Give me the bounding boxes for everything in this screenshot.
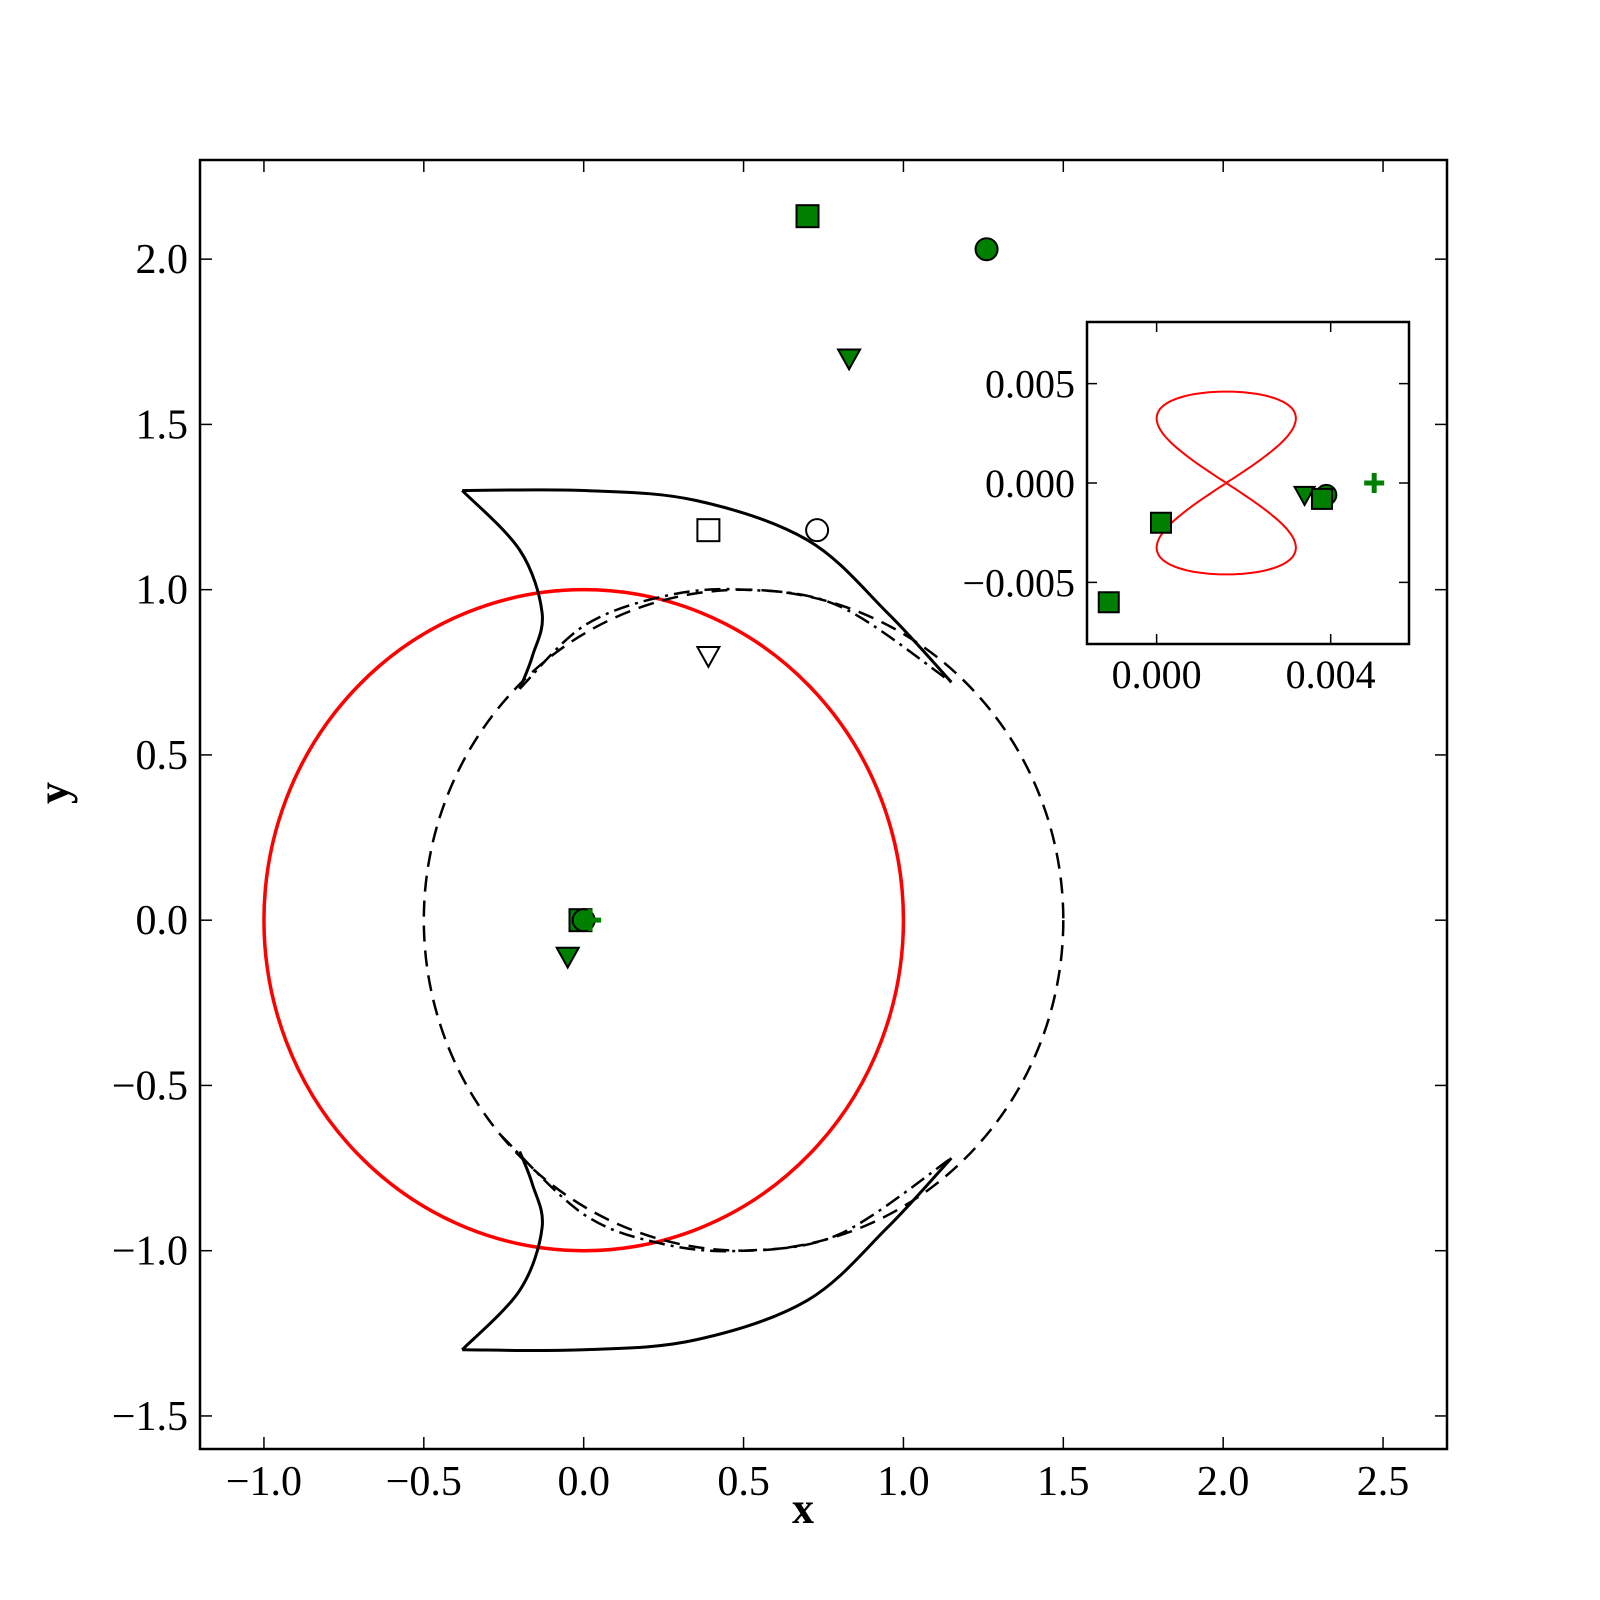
inset-y-tick-label: 0.005 [985, 362, 1075, 407]
lobe-boundary-lower-inner [461, 1150, 544, 1351]
inset-point-square [1310, 487, 1333, 510]
main-point-square [696, 518, 721, 543]
main-point-square [795, 204, 820, 229]
inset-point-square [1149, 511, 1172, 534]
main-x-tick-label: −1.0 [226, 1459, 302, 1505]
y-axis-title: y [29, 782, 78, 804]
main-y-tick-label: 1.5 [136, 402, 189, 448]
inset-x-tick-label: 0.000 [1112, 652, 1202, 697]
main-y-tick-label: −0.5 [112, 1063, 188, 1109]
inset-y-tick-label: 0.000 [985, 461, 1075, 506]
inset-frame [1085, 320, 1411, 646]
lobe-boundary-upper-top [462, 488, 953, 684]
main-y-tick-label: 0.5 [136, 733, 189, 779]
inset-point-triangle-down [1292, 485, 1317, 507]
lobe-boundary-upper-inner [461, 489, 544, 690]
lobe-boundary-upper-dashdot [518, 587, 953, 690]
inset-plot-area [1097, 390, 1385, 614]
inset-point-plus [1364, 473, 1385, 493]
main-point-circle [974, 237, 999, 262]
inset-point-square [1097, 591, 1120, 614]
inset-figure-eight [1155, 390, 1297, 576]
main-x-tick-label: 1.0 [877, 1459, 930, 1505]
main-x-tick-label: 1.5 [1037, 1459, 1090, 1505]
main-x-tick-label: 2.0 [1197, 1459, 1250, 1505]
inset-plot: 0.000 0.004 −0.005 0.000 0.005 [962, 320, 1411, 697]
main-x-tick-label: 0.0 [557, 1459, 610, 1505]
main-point-triangle-down [555, 946, 581, 970]
inset-x-tick-label: 0.004 [1286, 652, 1376, 697]
x-axis-title: x [792, 1484, 814, 1533]
main-plot-frame [198, 158, 1449, 1451]
lobe-boundary-lower-dashdot [499, 1134, 953, 1253]
main-plot: −1.0 −0.5 0.0 0.5 1.0 1.5 2.0 2.5 −1.5 −1.0 −0.5 0.… [112, 158, 1449, 1505]
main-y-tick-label: 0.0 [136, 898, 189, 944]
main-y-tick-label: −1.5 [112, 1394, 188, 1440]
main-point-triangle-down [836, 348, 862, 372]
main-x-tick-label: 2.5 [1357, 1459, 1410, 1505]
main-point-circle [805, 518, 830, 543]
inset-y-tick-label: −0.005 [962, 560, 1075, 605]
main-x-tick-label: 0.5 [717, 1459, 770, 1505]
main-x-tick-label: −0.5 [386, 1459, 462, 1505]
main-point-triangle-down [695, 645, 722, 669]
main-point-plus [579, 909, 602, 932]
main-y-tick-label: −1.0 [112, 1229, 188, 1275]
main-y-tick-label: 1.0 [136, 568, 189, 614]
main-plot-area [262, 204, 1065, 1353]
main-y-tick-label: 2.0 [136, 237, 189, 283]
lobe-boundary-lower-top [462, 1157, 953, 1353]
red-circle [262, 587, 906, 1253]
inset-background [1087, 322, 1409, 644]
